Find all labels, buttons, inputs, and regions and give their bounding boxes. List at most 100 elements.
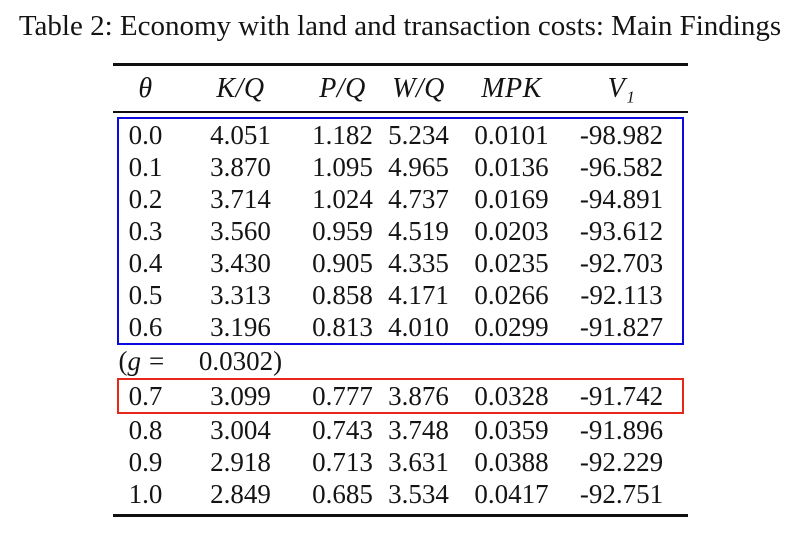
- table-cell: 1.024: [312, 183, 373, 214]
- table-cell: 2.849: [210, 478, 271, 509]
- table-cell: 0.0359: [474, 414, 549, 445]
- open-paren: (: [118, 346, 128, 376]
- table-cell: 0.0388: [474, 446, 549, 477]
- table-cell: -92.751: [579, 478, 664, 509]
- table-cell: 4.965: [388, 151, 449, 182]
- g-value-text: 0.0302: [198, 346, 274, 376]
- table-row: 0.2 3.714 1.024 4.737 0.0169 -94.891: [119, 183, 682, 215]
- table-cell: 0.0266: [474, 279, 549, 310]
- table-cell: 3.748: [388, 414, 449, 445]
- table-cell: -98.982: [579, 119, 664, 150]
- table-cell: 0.5: [128, 279, 163, 310]
- table-cell: 3.099: [210, 380, 271, 411]
- table-row: 0.7 3.099 0.777 3.876 0.0328 -91.742: [119, 380, 682, 412]
- table-cell: 1.182: [312, 119, 373, 150]
- table-cell: 0.6: [128, 311, 163, 342]
- table-cell: 2.918: [210, 446, 271, 477]
- header-theta: θ: [138, 72, 153, 104]
- growth-note-value: 0.0302): [173, 346, 309, 377]
- table-cell: 0.858: [312, 279, 373, 310]
- table-cell: 1.095: [312, 151, 373, 182]
- table-cell: 4.335: [388, 247, 449, 278]
- header-mpk: MPK: [481, 72, 542, 104]
- table-cell: 0.4: [128, 247, 163, 278]
- growth-note-label: (g =: [119, 346, 173, 377]
- table-cell: 0.0101: [474, 119, 549, 150]
- header-p-over-q: P/Q: [319, 72, 366, 104]
- g-variable: g: [127, 346, 142, 376]
- table-cell: 4.171: [388, 279, 449, 310]
- table-row: 0.8 3.004 0.743 3.748 0.0359 -91.896: [119, 414, 682, 446]
- table-cell: 0.685: [312, 478, 373, 509]
- bottom-rule: [112, 514, 688, 517]
- table-cell: 3.560: [210, 215, 271, 246]
- table-row: 0.5 3.313 0.858 4.171 0.0266 -92.113: [119, 279, 682, 311]
- close-paren: ): [273, 346, 283, 376]
- table-cell: 3.430: [210, 247, 271, 278]
- table-cell: 0.0328: [474, 380, 549, 411]
- table-caption: Table 2: Economy with land and transacti…: [18, 10, 782, 42]
- table-row: 0.3 3.560 0.959 4.519 0.0203 -93.612: [119, 215, 682, 247]
- bottom-rows: 0.8 3.004 0.743 3.748 0.0359 -91.896 0.9 2.918 0…: [117, 414, 684, 510]
- table-cell: 3.004: [210, 414, 271, 445]
- table-cell: 0.0169: [474, 183, 549, 214]
- table-cell: 0.713: [312, 446, 373, 477]
- table-cell: 3.631: [388, 446, 449, 477]
- header-w-over-q: W/Q: [392, 72, 445, 104]
- table-cell: -94.891: [579, 183, 664, 214]
- table: θ K/Q P/Q W/Q MPK V₁ 0.0 4.051 1.182 5.234 0…: [112, 63, 688, 517]
- table-cell: 0.0136: [474, 151, 549, 182]
- highlight-box-blue: 0.0 4.051 1.182 5.234 0.0101 -98.982 0.1 3.870 1…: [116, 117, 684, 345]
- table-cell: 3.876: [388, 380, 449, 411]
- table-cell: 0.0417: [474, 478, 549, 509]
- table-cell: 3.714: [210, 183, 271, 214]
- table-cell: 3.196: [210, 311, 271, 342]
- table-cell: -92.113: [580, 279, 663, 310]
- table-cell: 0.0: [128, 119, 163, 150]
- table-cell: 0.2: [128, 183, 163, 214]
- table-cell: 0.959: [312, 215, 373, 246]
- table-row: 0.6 3.196 0.813 4.010 0.0299 -91.827: [119, 311, 682, 343]
- table-cell: -96.582: [579, 151, 664, 182]
- table-cell: 4.737: [388, 183, 449, 214]
- table-cell: 0.0203: [474, 215, 549, 246]
- table-row: 0.4 3.430 0.905 4.335 0.0235 -92.703: [119, 247, 682, 279]
- table-cell: 0.7: [128, 380, 163, 411]
- table-cell: 1.0: [128, 478, 163, 509]
- highlight-box-red: 0.7 3.099 0.777 3.876 0.0328 -91.742: [116, 378, 684, 414]
- equals-sign: =: [149, 346, 165, 376]
- table-cell: -92.229: [579, 446, 664, 477]
- table-cell: 0.8: [128, 414, 163, 445]
- table-cell: 3.313: [210, 279, 271, 310]
- growth-note-row: (g = 0.0302): [117, 345, 684, 378]
- table-cell: -92.703: [579, 247, 664, 278]
- table-cell: 0.813: [312, 311, 373, 342]
- table-row: 0.0 4.051 1.182 5.234 0.0101 -98.982: [119, 119, 682, 151]
- header-k-over-q: K/Q: [216, 72, 265, 104]
- table-cell: 0.1: [128, 151, 163, 182]
- table-cell: 4.051: [210, 119, 271, 150]
- table-cell: 0.0235: [474, 247, 549, 278]
- header-row: θ K/Q P/Q W/Q MPK V₁: [113, 66, 688, 111]
- table-cell: 0.905: [312, 247, 373, 278]
- top-rule: [112, 63, 688, 66]
- header-v1: V₁: [607, 72, 636, 104]
- table-cell: 0.777: [312, 380, 373, 411]
- table-body: 0.0 4.051 1.182 5.234 0.0101 -98.982 0.1 3.870 1…: [113, 117, 688, 510]
- table-cell: 0.3: [128, 215, 163, 246]
- table-cell: -91.896: [579, 414, 664, 445]
- table-cell: -91.742: [579, 380, 664, 411]
- table-cell: 0.9: [128, 446, 163, 477]
- table-cell: 0.743: [312, 414, 373, 445]
- table-cell: 0.0299: [474, 311, 549, 342]
- table-row: 1.0 2.849 0.685 3.534 0.0417 -92.751: [119, 478, 682, 510]
- table-cell: 4.519: [388, 215, 449, 246]
- table-cell: -91.827: [579, 311, 664, 342]
- table-cell: 5.234: [388, 119, 449, 150]
- table-row: 0.1 3.870 1.095 4.965 0.0136 -96.582: [119, 151, 682, 183]
- table-cell: 4.010: [388, 311, 449, 342]
- table-cell: 3.870: [210, 151, 271, 182]
- table-row: 0.9 2.918 0.713 3.631 0.0388 -92.229: [119, 446, 682, 478]
- table-cell: -93.612: [579, 215, 664, 246]
